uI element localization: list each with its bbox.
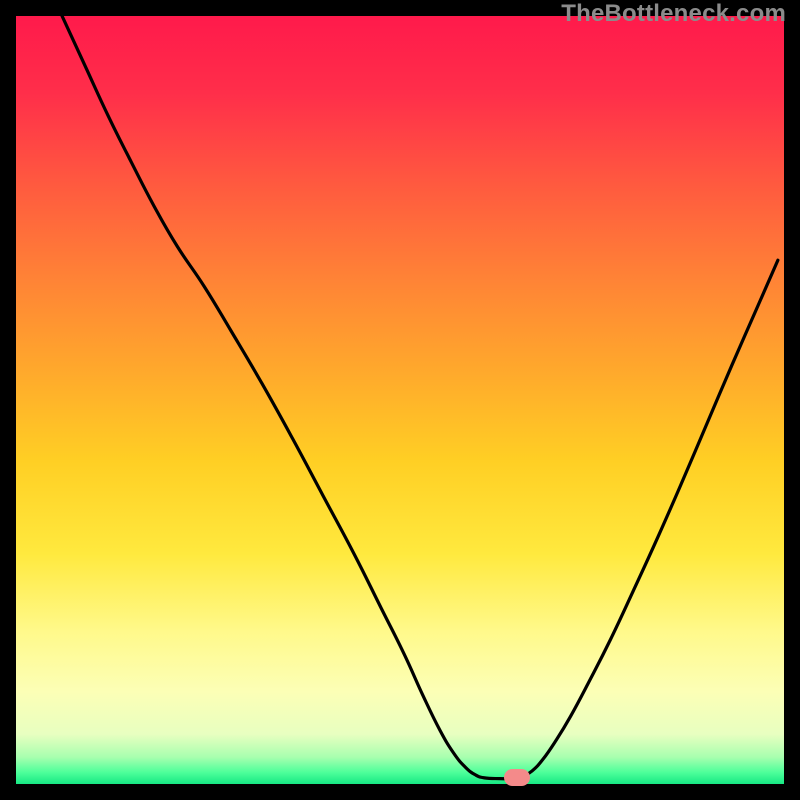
chart-frame: TheBottleneck.com bbox=[0, 0, 800, 800]
optimum-marker bbox=[504, 769, 530, 786]
watermark-label: TheBottleneck.com bbox=[561, 0, 786, 28]
plot-area bbox=[16, 16, 784, 784]
bottleneck-curve bbox=[16, 16, 784, 784]
